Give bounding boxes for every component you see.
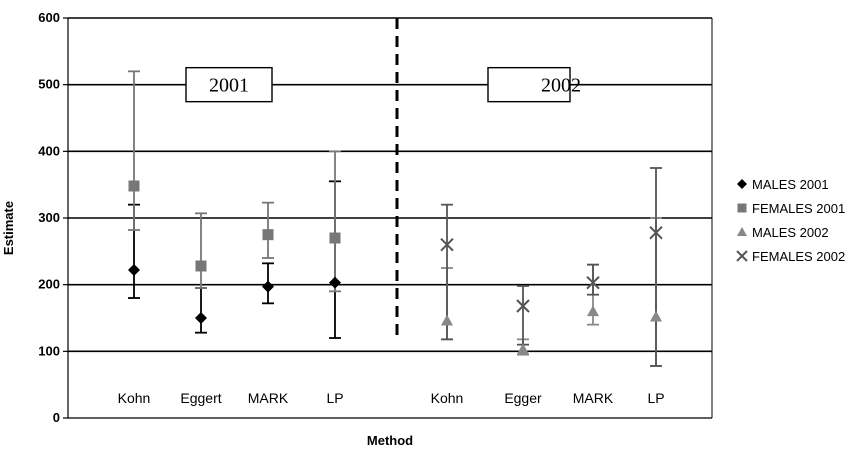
axes	[63, 17, 713, 419]
year-label-box	[185, 66, 273, 103]
category-label: Egger	[504, 390, 542, 406]
error-bars	[128, 70, 662, 367]
legend-marker-square	[737, 203, 747, 213]
y-tick-label: 300	[38, 210, 60, 225]
legend-marker-triangle	[737, 227, 747, 236]
category-label: MARK	[248, 390, 289, 406]
data-point-triangle	[587, 305, 599, 317]
legend: MALES 2001 FEMALES 2001 MALES 2002 FEMALES …	[736, 177, 845, 264]
category-label: Eggert	[180, 390, 221, 406]
data-point-diamond	[262, 280, 274, 293]
data-point-diamond	[329, 276, 341, 289]
y-tick-label: 600	[38, 10, 60, 25]
y-axis-label: Estimate	[1, 201, 16, 255]
category-labels: Kohn Eggert MARK LP Kohn Egger MARK LP	[118, 390, 665, 406]
data-point-square	[262, 229, 274, 241]
legend-marker-diamond	[737, 179, 747, 189]
x-stroke	[649, 225, 663, 240]
x-stroke	[440, 237, 454, 252]
data-point-triangle	[650, 310, 662, 322]
x-stroke	[736, 250, 748, 262]
data-markers	[128, 180, 663, 355]
gridlines	[68, 17, 712, 353]
legend-marker-x	[736, 250, 748, 262]
y-tick-label: 400	[38, 143, 60, 158]
legend-label: FEMALES 2001	[752, 201, 845, 216]
y-tick-label: 500	[38, 77, 60, 92]
category-label: Kohn	[118, 390, 151, 406]
data-point-triangle	[517, 343, 529, 355]
x-axis-label: Method	[367, 433, 413, 448]
category-label: Kohn	[431, 390, 464, 406]
category-label: LP	[326, 390, 343, 406]
data-point-square	[128, 180, 140, 192]
y-tick-label: 0	[53, 410, 60, 425]
year-labels: 2001 2002	[185, 66, 581, 103]
data-point-square	[195, 260, 207, 272]
data-point-square	[329, 232, 341, 244]
data-point-x	[516, 299, 530, 313]
data-point-x	[586, 275, 600, 290]
data-point-triangle	[441, 314, 453, 326]
data-point-diamond	[128, 264, 140, 276]
data-point-x	[649, 225, 663, 240]
year-label-box	[487, 66, 571, 103]
y-tick-label: 200	[38, 277, 60, 292]
category-label: MARK	[573, 390, 614, 406]
legend-label: MALES 2001	[752, 177, 829, 192]
data-point-diamond	[195, 312, 207, 324]
category-label: LP	[647, 390, 664, 406]
x-stroke	[516, 299, 530, 313]
year-label: 2001	[209, 75, 249, 97]
legend-label: MALES 2002	[752, 225, 829, 240]
y-tick-label: 100	[38, 343, 60, 358]
x-stroke	[586, 275, 600, 290]
data-point-x	[440, 237, 454, 252]
year-label: 2002	[541, 75, 581, 97]
y-tick-labels: 0 100 200 300 400 500 600	[38, 10, 60, 425]
legend-label: FEMALES 2002	[752, 249, 845, 264]
